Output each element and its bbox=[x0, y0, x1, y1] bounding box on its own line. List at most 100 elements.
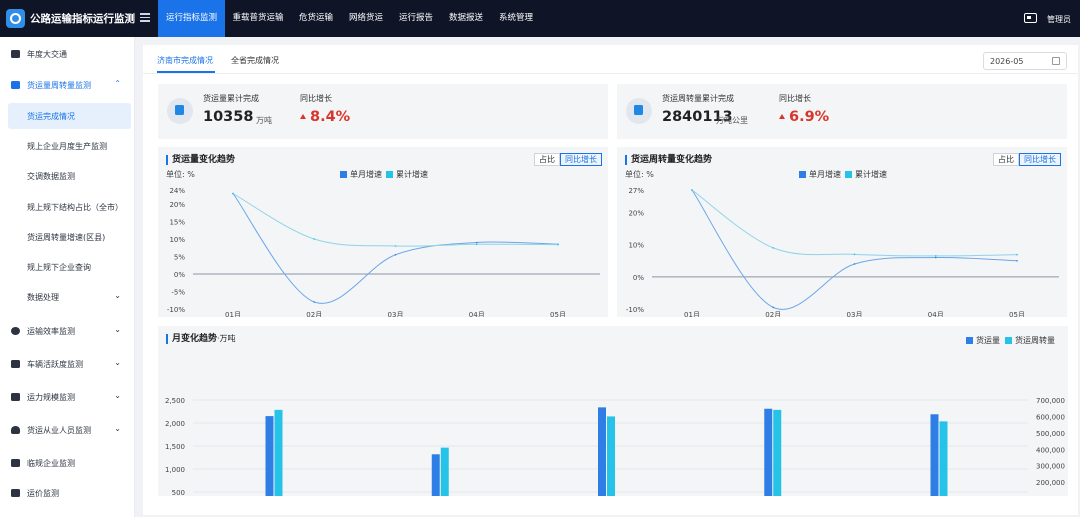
sidebar-item-capacity-scale[interactable]: 运力规模监测 ⌄ bbox=[0, 384, 135, 410]
month-picker-value: 2026-05 bbox=[990, 57, 1024, 66]
legend-label: 货运量 bbox=[976, 336, 1000, 345]
kpi-label: 货运量累计完成 bbox=[203, 94, 259, 103]
chart-panel-freight-volume-trend: 货运量变化趋势 单位: % 单月增速 累计增速 占比 同比增长 24% 20% 15%… bbox=[158, 147, 608, 317]
series-point bbox=[934, 255, 937, 257]
month-picker[interactable]: 2026-05 bbox=[983, 52, 1067, 70]
kpi-card-freight-turnover: 货运周转量累计完成 2840113 万吨公里 同比增长 6.9% bbox=[617, 84, 1067, 139]
y-tick-label: 24% bbox=[169, 187, 185, 195]
kpi-unit: 万吨 bbox=[256, 116, 272, 125]
sidebar-item-freight-completion[interactable]: 货运完成情况 bbox=[8, 103, 131, 129]
sidebar-item-data-processing[interactable]: 数据处理 ⌄ bbox=[27, 291, 121, 302]
admin-label[interactable]: 管理员 bbox=[1047, 15, 1071, 24]
kpi-label: 货运周转量累计完成 bbox=[662, 94, 734, 103]
series-point bbox=[934, 256, 937, 259]
sidebar-item-annual-transport[interactable]: 年度大交通 bbox=[0, 41, 135, 67]
nav-tab-data-submission[interactable]: 数据报送 bbox=[448, 13, 483, 23]
calendar-icon bbox=[1052, 57, 1060, 65]
bar-volume bbox=[764, 408, 773, 496]
chevron-down-icon: ⌄ bbox=[114, 424, 121, 433]
sidebar-item-price-monitoring[interactable]: 运价监测 bbox=[0, 480, 135, 506]
y-tick-label-left: 2,000 bbox=[165, 420, 185, 428]
series-point bbox=[394, 253, 397, 256]
legend-swatch bbox=[386, 171, 393, 178]
x-tick-label: 05月 bbox=[1009, 311, 1025, 317]
series-point bbox=[313, 301, 316, 303]
sidebar: 年度大交通 货运量周转量监测 ⌃ 货运完成情况 规上企业月度生产监测 交调数据监… bbox=[0, 37, 135, 517]
chart-panel-monthly-trend: 月变化趋势·万吨 货运量 货运周转量 05001,0001,5002,0002,… bbox=[158, 326, 1068, 496]
legend-label: 单月增速 bbox=[350, 170, 382, 179]
kpi-unit: 万吨公里 bbox=[716, 116, 748, 125]
legend-label: 单月增速 bbox=[809, 170, 841, 179]
calendar-icon bbox=[11, 393, 20, 401]
toggle-ratio[interactable]: 占比 bbox=[534, 153, 560, 166]
sidebar-item-enterprise-monthly[interactable]: 规上企业月度生产监测 bbox=[27, 142, 107, 151]
bar-turnover bbox=[607, 416, 615, 496]
tab-jinan[interactable]: 济南市完成情况 bbox=[157, 56, 213, 65]
bar-volume bbox=[930, 414, 939, 496]
bar-chart-monthly: 05001,0001,5002,0002,5000100,000200,0003… bbox=[165, 397, 1065, 496]
chart-toggle: 占比 同比增长 bbox=[534, 153, 602, 166]
main-content: 济南市完成情况 全省完成情况 2026-05 货运量累计完成 10358 万吨 … bbox=[143, 45, 1078, 515]
sidebar-item-structure-ratio[interactable]: 规上规下结构占比（全市） bbox=[27, 203, 123, 212]
legend-item-turnover: 货运周转量 bbox=[1005, 335, 1055, 346]
nav-tab-operation-monitoring[interactable]: 运行指标监测 bbox=[158, 0, 225, 37]
y-tick-label: 10% bbox=[628, 242, 644, 250]
sidebar-item-vehicle-activity[interactable]: 车辆活跃度监测 ⌄ bbox=[0, 351, 135, 377]
chart-unit-label: 单位: % bbox=[625, 170, 654, 179]
y-tick-label: 5% bbox=[174, 254, 185, 262]
tabs-divider bbox=[143, 73, 1078, 74]
nav-tab-system-management[interactable]: 系统管理 bbox=[498, 13, 533, 23]
sidebar-item-temporary-enterprises[interactable]: 临规企业监测 bbox=[0, 450, 135, 476]
top-navbar: 公路运输指标运行监测 运行指标监测 重载普货运输 危货运输 网络货运 运行报告 … bbox=[0, 0, 1080, 37]
legend-item-cumulative: 累计增速 bbox=[386, 169, 428, 180]
bar-volume bbox=[431, 454, 440, 496]
sidebar-item-turnover-growth-district[interactable]: 货运周转量增速(区县) bbox=[27, 233, 106, 242]
series-point bbox=[232, 192, 234, 195]
legend-label: 累计增速 bbox=[855, 170, 887, 179]
toggle-yoy-growth[interactable]: 同比增长 bbox=[1019, 153, 1061, 166]
sidebar-item-enterprise-query[interactable]: 规上规下企业查询 bbox=[27, 263, 91, 272]
nav-tab-heavy-cargo[interactable]: 重载普货运输 bbox=[232, 13, 284, 23]
sidebar-item-personnel[interactable]: 货运从业人员监测 ⌄ bbox=[0, 417, 135, 443]
toggle-ratio[interactable]: 占比 bbox=[993, 153, 1019, 166]
chart-title: 货运周转量变化趋势 bbox=[625, 155, 712, 165]
legend-item-monthly: 单月增速 bbox=[340, 169, 382, 180]
series-point bbox=[1016, 259, 1018, 262]
toggle-yoy-growth[interactable]: 同比增长 bbox=[560, 153, 602, 166]
y-tick-label-right: 200,000 bbox=[1036, 479, 1065, 487]
legend-item-cumulative: 累计增速 bbox=[845, 169, 887, 180]
tab-province[interactable]: 全省完成情况 bbox=[231, 56, 279, 65]
app-title: 公路运输指标运行监测 bbox=[30, 13, 135, 25]
x-tick-label: 04月 bbox=[928, 311, 944, 317]
kpi-growth-label: 同比增长 bbox=[779, 94, 811, 103]
y-tick-label-right: 700,000 bbox=[1036, 397, 1065, 405]
menu-toggle-icon[interactable] bbox=[140, 13, 150, 23]
series-line bbox=[232, 193, 559, 247]
bar-turnover bbox=[274, 409, 283, 496]
nav-tab-hazardous-cargo[interactable]: 危货运输 bbox=[298, 13, 333, 23]
kpi-growth-label: 同比增长 bbox=[300, 94, 332, 103]
y-tick-label: 0% bbox=[174, 271, 185, 279]
chart-title: 货运量变化趋势 bbox=[166, 155, 235, 165]
sidebar-item-traffic-survey[interactable]: 交调数据监测 bbox=[27, 172, 75, 181]
series-point bbox=[853, 253, 856, 256]
sidebar-item-freight-volume-monitoring[interactable]: 货运量周转量监测 ⌃ bbox=[0, 72, 135, 98]
active-tab-indicator bbox=[157, 71, 215, 73]
y-tick-label-right: 600,000 bbox=[1036, 413, 1065, 421]
nav-tab-reports[interactable]: 运行报告 bbox=[398, 13, 433, 23]
series-point bbox=[853, 263, 856, 265]
nav-tab-network-freight[interactable]: 网络货运 bbox=[348, 13, 383, 23]
y-tick-label: 20% bbox=[169, 201, 185, 209]
kpi-growth: 8.4% bbox=[310, 109, 351, 125]
bar-turnover bbox=[939, 421, 948, 496]
series-point bbox=[475, 243, 478, 246]
series-point bbox=[772, 247, 775, 249]
legend-label: 货运周转量 bbox=[1015, 336, 1055, 345]
gauge-icon bbox=[11, 327, 20, 335]
chart-panel-freight-turnover-trend: 货运周转量变化趋势 单位: % 单月增速 累计增速 占比 同比增长 27% 20% 1… bbox=[617, 147, 1067, 317]
y-tick-label-right: 300,000 bbox=[1036, 463, 1065, 471]
kpi-card-freight-volume: 货运量累计完成 10358 万吨 同比增长 8.4% bbox=[158, 84, 608, 139]
admin-avatar-icon[interactable] bbox=[1024, 13, 1037, 23]
sidebar-item-efficiency-monitoring[interactable]: 运输效率监测 ⌄ bbox=[0, 318, 135, 344]
chevron-down-icon: ⌄ bbox=[114, 291, 121, 300]
